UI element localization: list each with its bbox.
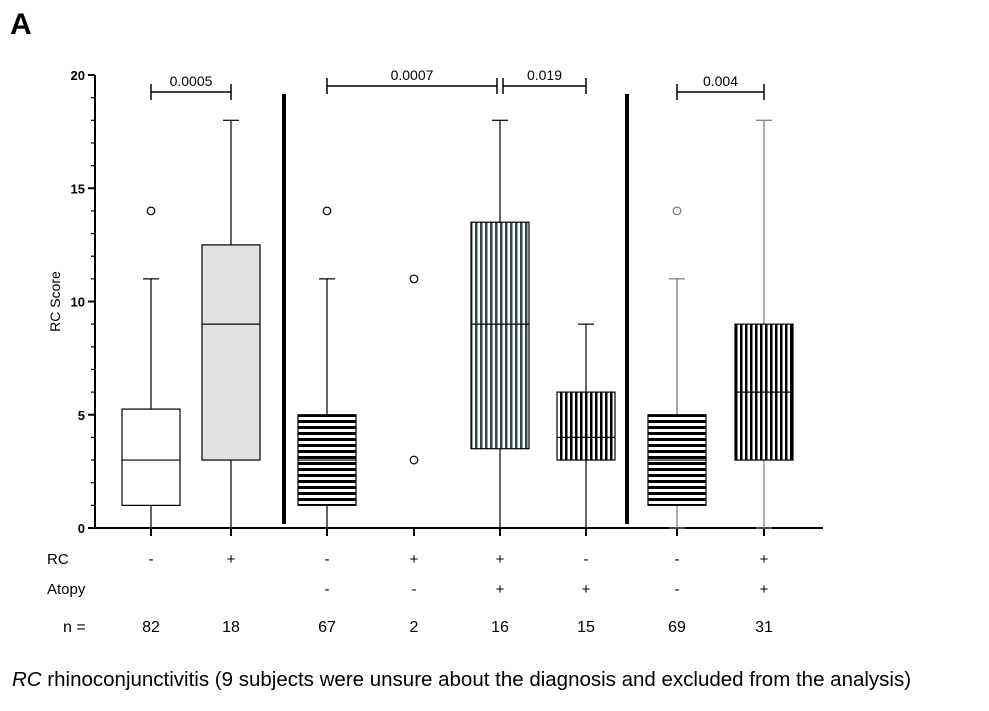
rc-status-label: + bbox=[227, 551, 236, 568]
outlier-point bbox=[409, 455, 419, 465]
outlier-point bbox=[409, 274, 419, 284]
outlier-point bbox=[672, 206, 682, 216]
n-count-label: 2 bbox=[410, 619, 419, 636]
outlier-point bbox=[322, 206, 332, 216]
box-5 bbox=[470, 221, 530, 450]
atopy-status-label: - bbox=[412, 581, 417, 598]
atopy-status-label: + bbox=[582, 581, 591, 598]
n-count-label: 31 bbox=[755, 619, 773, 636]
n-count-label: 82 bbox=[142, 619, 160, 636]
n-count-label: 16 bbox=[491, 619, 509, 636]
p-value-label: 0.004 bbox=[703, 73, 738, 89]
atopy-status-label: - bbox=[675, 581, 680, 598]
rc-status-label: + bbox=[760, 551, 769, 568]
y-tick-label: 15 bbox=[71, 181, 85, 196]
rc-status-label: + bbox=[496, 551, 505, 568]
n-count-label: 15 bbox=[577, 619, 595, 636]
box-1 bbox=[121, 408, 181, 506]
rc-status-label: - bbox=[675, 551, 680, 568]
n-count-label: 18 bbox=[222, 619, 240, 636]
rc-status-label: - bbox=[325, 551, 330, 568]
n-count-label: 69 bbox=[668, 619, 686, 636]
box-plot-chart: 0 5 10 15 20 RC Score 0.0005 0.0007 0.019 0.004 RC… bbox=[47, 67, 823, 636]
atopy-status-label: + bbox=[760, 581, 769, 598]
atopy-status-label: + bbox=[496, 581, 505, 598]
y-tick-label: 5 bbox=[78, 408, 85, 423]
box-6 bbox=[556, 391, 616, 461]
n-count-label: 67 bbox=[318, 619, 336, 636]
atopy-status-label: - bbox=[325, 581, 330, 598]
y-tick-label: 20 bbox=[71, 68, 85, 83]
rc-status-label: - bbox=[149, 551, 154, 568]
outlier-point bbox=[146, 206, 156, 216]
y-axis-label: RC Score bbox=[47, 271, 63, 332]
rc-status-label: - bbox=[584, 551, 589, 568]
caption-abbreviation: RC bbox=[12, 668, 42, 691]
row-label-n: n = bbox=[63, 619, 86, 636]
row-label-atopy: Atopy bbox=[47, 581, 86, 598]
y-tick-label: 10 bbox=[71, 295, 85, 310]
y-tick-label: 0 bbox=[78, 521, 85, 536]
box-2 bbox=[201, 244, 261, 461]
caption-text: rhinoconjunctivitis (9 subjects were uns… bbox=[41, 668, 912, 691]
p-value-label: 0.0007 bbox=[391, 67, 434, 83]
panel-label: A bbox=[10, 8, 32, 41]
rc-status-label: + bbox=[410, 551, 419, 568]
p-value-label: 0.019 bbox=[527, 67, 562, 83]
row-label-rc: RC bbox=[47, 551, 69, 568]
figure-caption: RC rhinoconjunctivitis (9 subjects were … bbox=[12, 668, 911, 692]
p-value-label: 0.0005 bbox=[170, 73, 213, 89]
